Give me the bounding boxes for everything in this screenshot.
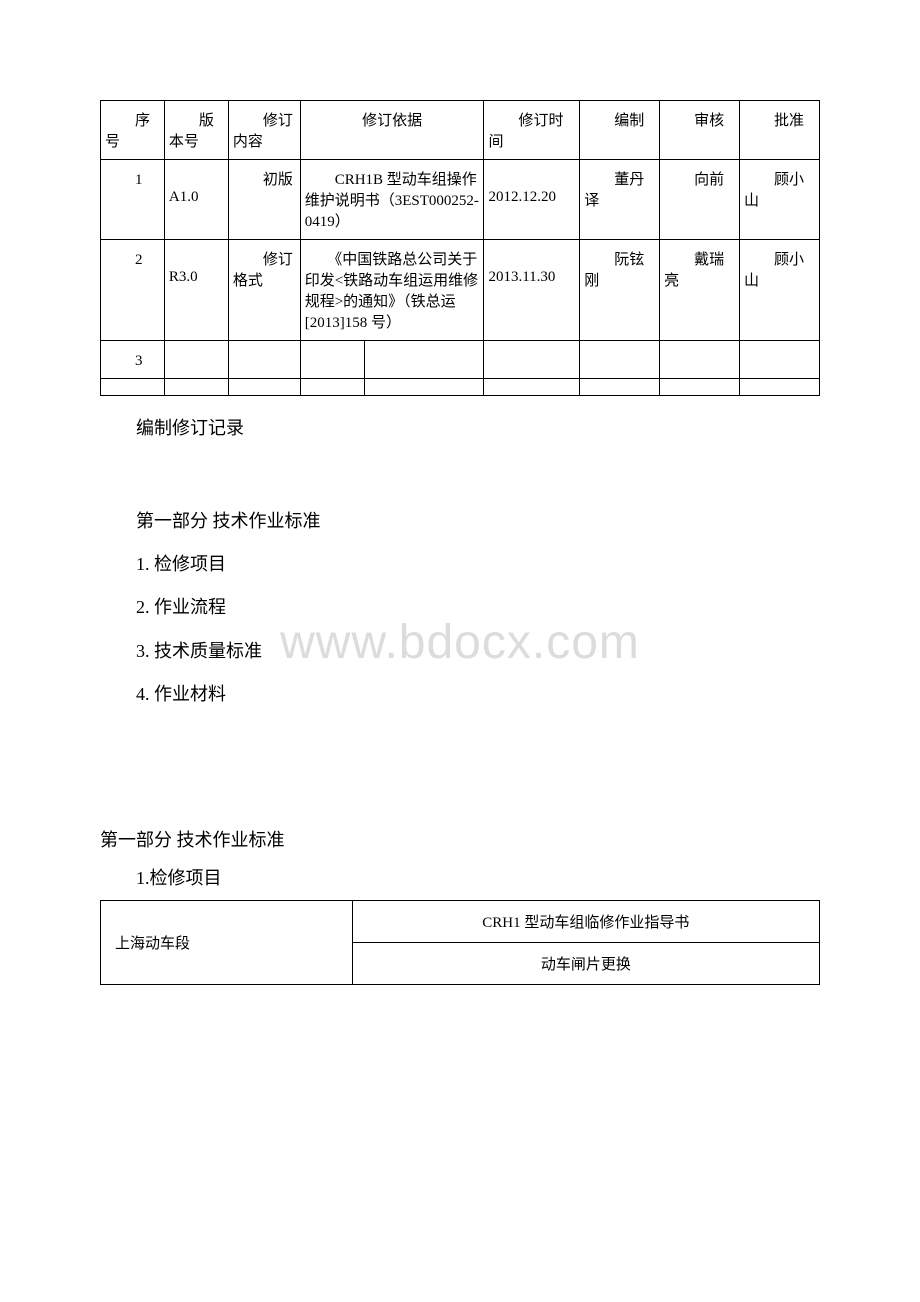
header-approve: 批准 xyxy=(740,101,820,160)
table-header-row: 序号 版本号 修订内容 修订依据 修订时间 编制 审核 批准 xyxy=(101,101,820,160)
cell-author xyxy=(580,379,660,396)
sub-item: 1.检修项目 xyxy=(100,864,820,890)
section-list-title: 第一部分 技术作业标准 xyxy=(100,500,820,543)
section-list: 第一部分 技术作业标准 1. 检修项目 2. 作业流程 3. 技术质量标准 4.… xyxy=(100,500,820,716)
cell-approve xyxy=(740,341,820,379)
cell-content xyxy=(228,341,300,379)
cell-time xyxy=(484,341,580,379)
header-version: 版本号 xyxy=(164,101,228,160)
table-row xyxy=(101,379,820,396)
cell-basis-b xyxy=(364,379,484,396)
cell-review: 向前 xyxy=(660,160,740,240)
cell-seq: 2 xyxy=(101,240,165,341)
cell-time xyxy=(484,379,580,396)
cell-time: 2013.11.30 xyxy=(484,240,580,341)
cell-content xyxy=(228,379,300,396)
footer-right-top-cell: CRH1 型动车组临修作业指导书 xyxy=(352,900,819,942)
cell-author xyxy=(580,341,660,379)
header-content: 修订内容 xyxy=(228,101,300,160)
revision-caption: 编制修订记录 xyxy=(100,414,820,440)
cell-approve: 顾小山 xyxy=(740,240,820,341)
footer-right-bottom-cell: 动车闸片更换 xyxy=(352,942,819,984)
section-title: 第一部分 技术作业标准 xyxy=(100,826,820,852)
section-list-item: 4. 作业材料 xyxy=(100,673,820,716)
cell-basis-b xyxy=(364,341,484,379)
cell-approve: 顾小山 xyxy=(740,160,820,240)
table-row: 上海动车段 CRH1 型动车组临修作业指导书 xyxy=(101,900,820,942)
revision-record-table: 序号 版本号 修订内容 修订依据 修订时间 编制 审核 批准 1 A1.0 初版… xyxy=(100,100,820,396)
cell-seq xyxy=(101,379,165,396)
header-review: 审核 xyxy=(660,101,740,160)
cell-version xyxy=(164,379,228,396)
cell-review xyxy=(660,379,740,396)
cell-review: 戴瑞亮 xyxy=(660,240,740,341)
cell-version: A1.0 xyxy=(164,160,228,240)
cell-basis: 《中国铁路总公司关于印发<铁路动车组运用维修规程>的通知》（铁总运[2013]1… xyxy=(300,240,484,341)
table-row: 1 A1.0 初版 CRH1B 型动车组操作维护说明书（3EST000252-0… xyxy=(101,160,820,240)
footer-table: 上海动车段 CRH1 型动车组临修作业指导书 动车闸片更换 xyxy=(100,900,820,985)
cell-seq: 3 xyxy=(101,341,165,379)
header-basis: 修订依据 xyxy=(300,101,484,160)
cell-content: 初版 xyxy=(228,160,300,240)
table-row: 3 xyxy=(101,341,820,379)
cell-review xyxy=(660,341,740,379)
cell-author: 董丹译 xyxy=(580,160,660,240)
cell-author: 阮铉刚 xyxy=(580,240,660,341)
cell-version xyxy=(164,341,228,379)
table-row: 2 R3.0 修订格式 《中国铁路总公司关于印发<铁路动车组运用维修规程>的通知… xyxy=(101,240,820,341)
cell-time: 2012.12.20 xyxy=(484,160,580,240)
section-list-item: 1. 检修项目 xyxy=(100,543,820,586)
cell-content: 修订格式 xyxy=(228,240,300,341)
cell-basis-a xyxy=(300,341,364,379)
cell-version: R3.0 xyxy=(164,240,228,341)
cell-approve xyxy=(740,379,820,396)
cell-seq: 1 xyxy=(101,160,165,240)
footer-left-cell: 上海动车段 xyxy=(101,900,353,984)
cell-basis-a xyxy=(300,379,364,396)
header-seq: 序号 xyxy=(101,101,165,160)
cell-basis: CRH1B 型动车组操作维护说明书（3EST000252-0419） xyxy=(300,160,484,240)
header-author: 编制 xyxy=(580,101,660,160)
header-time: 修订时间 xyxy=(484,101,580,160)
section-list-item: 3. 技术质量标准 xyxy=(100,630,820,673)
page-content: 序号 版本号 修订内容 修订依据 修订时间 编制 审核 批准 1 A1.0 初版… xyxy=(100,100,820,985)
section-list-item: 2. 作业流程 xyxy=(100,586,820,629)
